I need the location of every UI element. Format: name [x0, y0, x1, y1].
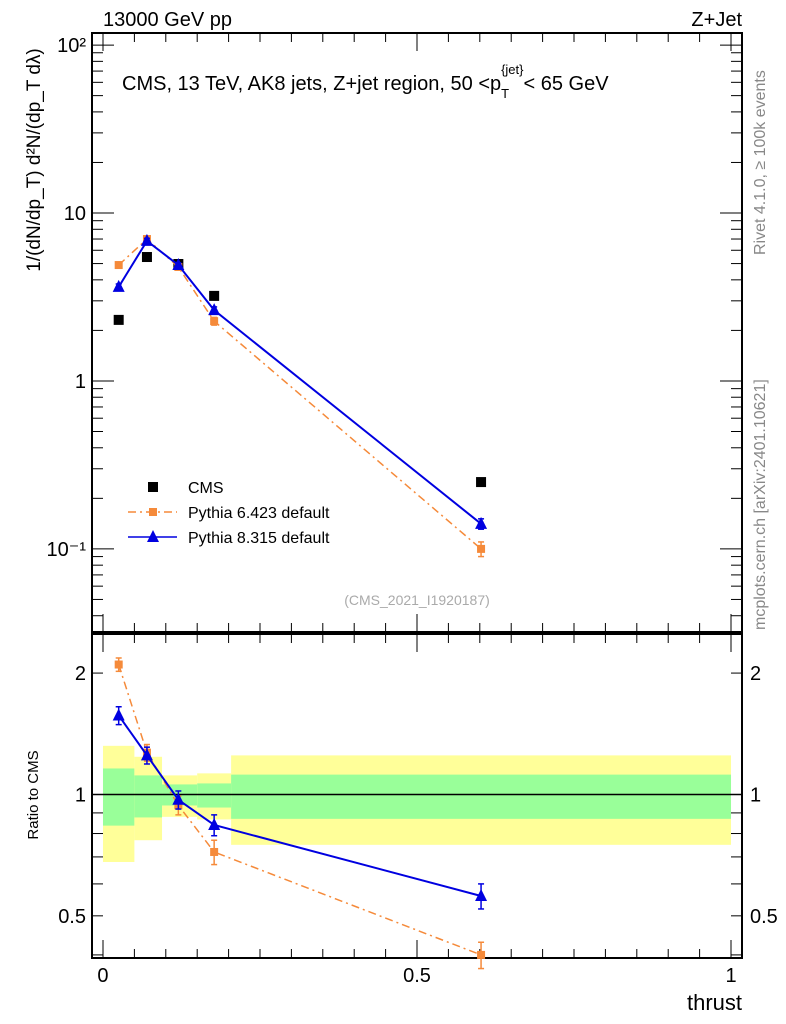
y-tick-label: 2	[75, 663, 86, 685]
legend-marker	[148, 482, 158, 492]
y-tick-label-right: 2	[750, 663, 761, 685]
data-point-square	[210, 847, 219, 856]
ratio-panel: 2 2 1 1 0.5 0.5 0 0.5 1	[58, 633, 778, 987]
data-point-triangle	[140, 233, 153, 246]
data-point-square	[113, 314, 124, 325]
y-tick-label-right: 0.5	[750, 906, 778, 928]
data-point-square	[476, 477, 487, 488]
y-tick-label: 0.5	[58, 906, 86, 928]
main-panel: 10² 10 1 10⁻¹ CMS Pythia 6.423 default Pythia …	[47, 32, 743, 633]
y-tick-label-right: 1	[750, 784, 761, 806]
data-point-triangle	[140, 748, 153, 761]
y-tick-label: 10²	[57, 35, 86, 57]
series-line	[118, 238, 482, 550]
mcplots-label: mcplots.cern.ch [arXiv:2401.10621]	[752, 379, 769, 630]
uncertainty-band-green	[197, 783, 232, 808]
data-point-square	[141, 252, 152, 263]
watermark: (CMS_2021_I1920187)	[344, 592, 490, 608]
legend-marker	[149, 508, 157, 516]
data-point-square	[477, 950, 486, 959]
data-point-triangle	[208, 303, 221, 316]
plot-title: CMS, 13 TeV, AK8 jets, Z+jet region, 50 …	[122, 62, 609, 101]
x-tick-label: 1	[725, 965, 736, 987]
data-point-square	[210, 317, 219, 326]
uncertainty-band-green	[102, 768, 135, 826]
y-tick-label: 10⁻¹	[47, 539, 87, 561]
data-point-square	[114, 261, 123, 270]
data-point-triangle	[112, 279, 125, 292]
header-left: 13000 GeV pp	[103, 9, 232, 31]
series-line	[117, 239, 482, 525]
x-tick-label: 0	[97, 965, 108, 987]
series-line	[117, 664, 482, 956]
data-point-triangle	[475, 516, 488, 529]
header-right: Z+Jet	[691, 9, 742, 31]
legend-label: Pythia 8.315 default	[188, 530, 330, 547]
uncertainty-band-green	[231, 774, 732, 819]
data-point-triangle	[112, 708, 125, 721]
rivet-label: Rivet 4.1.0, ≥ 100k events	[752, 70, 769, 255]
legend-label: Pythia 6.423 default	[188, 505, 330, 522]
uncertainty-band-green	[134, 775, 163, 818]
data-point-square	[209, 290, 220, 301]
data-point-triangle	[172, 258, 185, 271]
data-point-square	[114, 660, 123, 669]
x-tick-label: 0.5	[403, 965, 431, 987]
y-axis-label: 1/(dN/dp_T) d²N/(dp_T dλ)	[24, 48, 45, 272]
legend: CMS Pythia 6.423 default Pythia 8.315 defa…	[128, 480, 330, 547]
data-point-triangle	[208, 817, 221, 830]
y-tick-label: 10	[64, 203, 86, 225]
y-tick-label: 1	[75, 371, 86, 393]
legend-label: CMS	[188, 480, 224, 497]
y-tick-label: 1	[75, 784, 86, 806]
data-point-triangle	[172, 792, 185, 805]
data-point-triangle	[475, 888, 488, 901]
data-point-square	[477, 544, 486, 553]
x-axis-label: thrust	[687, 990, 742, 1015]
legend-marker	[147, 530, 159, 542]
ratio-y-label: Ratio to CMS	[25, 750, 42, 839]
